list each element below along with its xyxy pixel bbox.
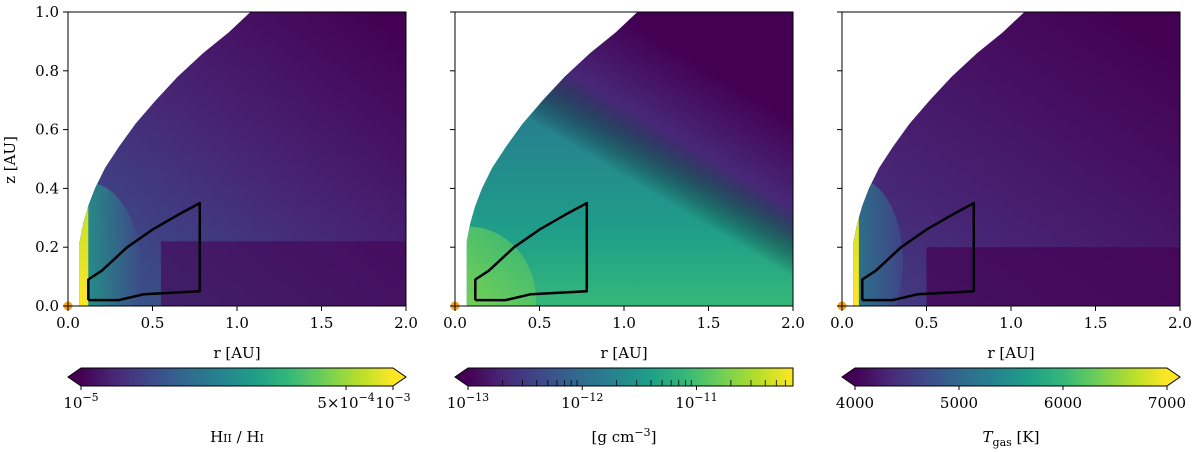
colorbar-max-arrow — [393, 368, 406, 386]
panel-density: r [AU] [g cm−3] 0.0 0.5 1.0 1.5 2.010−13 10−1… — [443, 11, 805, 446]
x-tick-label: 2.0 — [1168, 314, 1192, 332]
colorbar: 10−13 10−12 10−11 — [447, 367, 794, 412]
y-tick-label: 1.0 — [35, 3, 59, 21]
colorbar-label: Tgas [K] — [983, 428, 1040, 449]
colorbar-tick-label: 5×10−4 — [317, 391, 374, 412]
colorbar-label: [g cm−3] — [592, 426, 657, 446]
x-tick-label: 0.0 — [56, 314, 80, 332]
colorbar-tick-label: 6000 — [1044, 394, 1082, 412]
colorbar-outline — [454, 367, 794, 387]
colorbar: 4000 5000 6000 7000 — [836, 367, 1186, 412]
contour-region — [87, 201, 202, 302]
y-tick-label: 0.0 — [35, 297, 59, 315]
colorbar-tick-label: 10−11 — [675, 391, 717, 412]
x-tick-label: 1.0 — [999, 314, 1023, 332]
x-tick-label: 0.5 — [915, 314, 939, 332]
x-tick-label: 0.0 — [830, 314, 854, 332]
x-tick-label: 0.5 — [141, 314, 165, 332]
colorbar-min-arrow — [455, 368, 468, 386]
panel-gas-temperature: r [AU] Tgas [K] 0.0 0.5 1.0 1.5 2.0 4000 5000 6… — [830, 11, 1192, 449]
x-axis-label: r [AU] — [987, 344, 1034, 362]
x-axis-label: r [AU] — [213, 344, 260, 362]
colorbar-tick-label: 10−12 — [561, 391, 603, 412]
colorbar-tick-label: 10−13 — [447, 391, 489, 412]
x-tick-label: 0.0 — [443, 314, 467, 332]
x-tick-label: 1.5 — [1084, 314, 1108, 332]
y-axis-label: z [AU] — [1, 136, 19, 184]
colorbar-tick-label: 7000 — [1148, 394, 1186, 412]
x-tick-label: 2.0 — [781, 314, 805, 332]
x-axis-label: r [AU] — [600, 344, 647, 362]
heatmap-field — [853, 12, 1180, 306]
x-tick-label: 1.5 — [697, 314, 721, 332]
heatmap-field — [79, 12, 406, 306]
colorbar-tick-label: 4000 — [836, 394, 874, 412]
y-tick-label: 0.2 — [35, 238, 59, 256]
y-tick-label: 0.8 — [35, 62, 59, 80]
colorbar-gradient — [468, 368, 793, 386]
x-tick-label: 2.0 — [394, 314, 418, 332]
colorbar: 10−5 5×10−4 10−3 — [63, 367, 411, 412]
x-tick-label: 1.0 — [225, 314, 249, 332]
colorbar-tick-label: 5000 — [940, 394, 978, 412]
y-tick-label: 0.4 — [35, 179, 59, 197]
colorbar-min-arrow — [842, 368, 855, 386]
colorbar-gradient — [855, 368, 1167, 386]
colorbar-max-arrow — [1167, 368, 1180, 386]
colorbar-label: HII / HI — [210, 428, 264, 446]
x-tick-label: 1.0 — [612, 314, 636, 332]
x-tick-label: 1.5 — [310, 314, 334, 332]
contour-region — [861, 201, 976, 302]
x-tick-label: 0.5 — [528, 314, 552, 332]
colorbar-gradient — [81, 368, 393, 386]
colorbar-tick-label: 10−5 — [63, 391, 98, 412]
colorbar-min-arrow — [68, 368, 81, 386]
contour-region — [474, 201, 589, 302]
colorbar-tick-label: 10−3 — [375, 391, 410, 412]
panel-hii-hi-ratio: z [AU] r [AU] HII / HI 0.0 0.5 1.0 1.5 2.0 0.… — [1, 3, 418, 446]
y-tick-label: 0.6 — [35, 121, 59, 139]
